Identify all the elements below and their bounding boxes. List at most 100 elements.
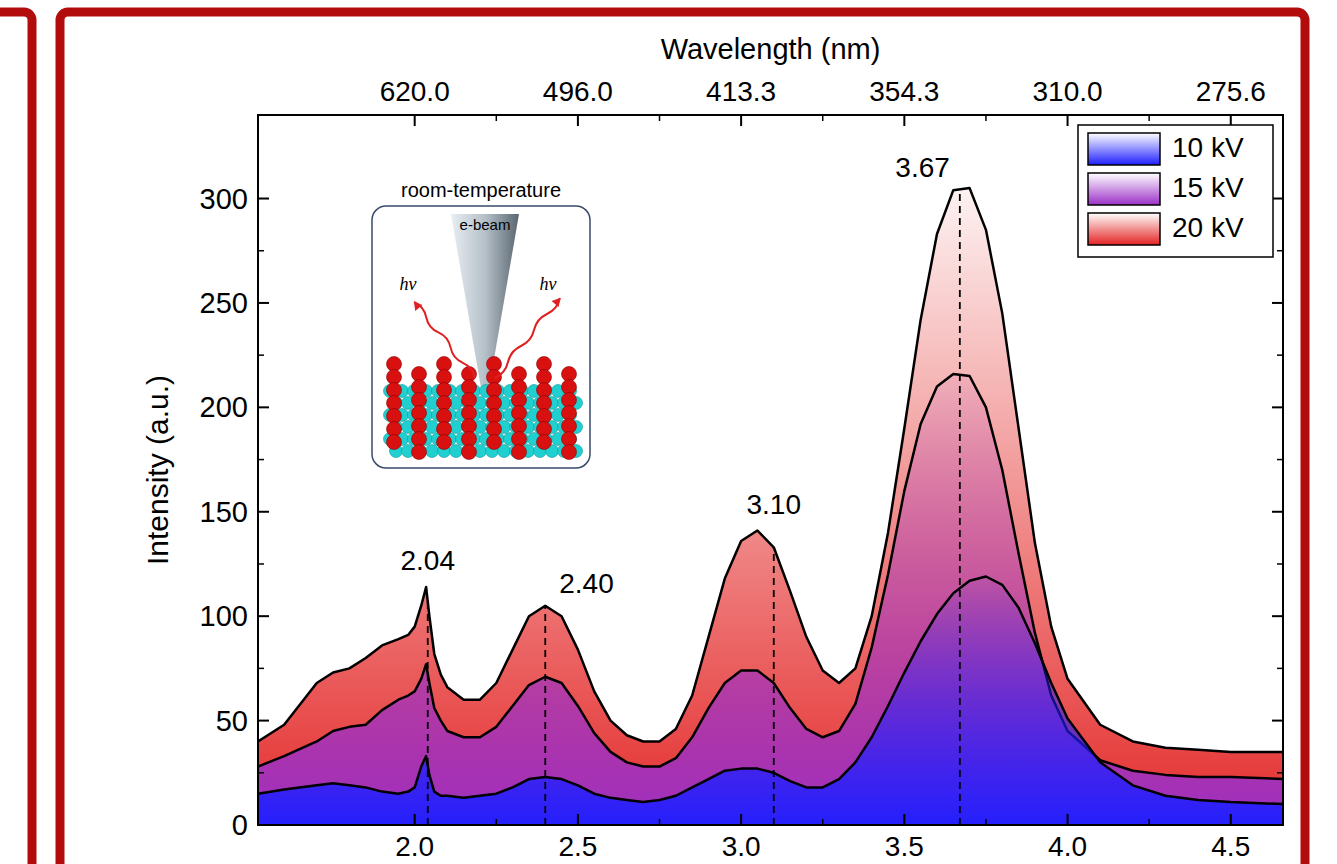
legend-box bbox=[1078, 125, 1273, 257]
y-tick-right bbox=[1272, 511, 1283, 513]
series-line bbox=[258, 374, 1283, 779]
lattice-atom bbox=[387, 435, 402, 450]
peak-line bbox=[427, 602, 429, 825]
y-tick bbox=[258, 302, 269, 304]
y-minor-tick bbox=[258, 668, 264, 670]
y-minor-tick-right bbox=[1277, 459, 1283, 461]
y-minor-tick-right bbox=[1277, 250, 1283, 252]
y-minor-tick-right bbox=[1277, 668, 1283, 670]
x-tick bbox=[414, 814, 416, 825]
lattice-atom bbox=[426, 445, 439, 458]
inset: room-temperaturee-beamhvhv bbox=[372, 179, 590, 468]
y-minor-tick bbox=[258, 354, 264, 356]
y-tick-label: 100 bbox=[200, 600, 248, 632]
y-tick bbox=[258, 198, 269, 200]
y-minor-tick-right bbox=[1277, 563, 1283, 565]
annotation-labels: 2.04 2.40 3.10 3.67 bbox=[400, 152, 949, 599]
lattice-atom bbox=[412, 445, 427, 460]
photon-label: hv bbox=[400, 274, 417, 294]
y-tick-right bbox=[1272, 406, 1283, 408]
y-minor-tick-right bbox=[1277, 354, 1283, 356]
x2-minor-tick bbox=[1148, 115, 1150, 121]
x2-tick bbox=[1067, 115, 1069, 126]
legend-label: 15 kV bbox=[1172, 172, 1244, 203]
y-tick-right bbox=[1272, 615, 1283, 617]
y-minor-tick bbox=[258, 250, 264, 252]
photon-arrow bbox=[414, 302, 475, 378]
y-tick-label: 200 bbox=[200, 391, 248, 423]
x-minor-tick bbox=[1148, 819, 1150, 825]
inset-box bbox=[372, 206, 590, 468]
legend-swatch bbox=[1088, 173, 1160, 205]
plot-frame bbox=[258, 115, 1283, 825]
x-tick-label: 3.5 bbox=[885, 831, 924, 862]
peak-line bbox=[544, 606, 546, 825]
lattice-atom bbox=[437, 435, 452, 450]
peak-label: 3.67 bbox=[895, 152, 950, 183]
series-line bbox=[258, 577, 1283, 805]
y-tick-right bbox=[1272, 720, 1283, 722]
x2-tick bbox=[903, 115, 905, 126]
x2-minor-tick bbox=[985, 115, 987, 121]
y-minor-tick bbox=[258, 772, 264, 774]
x-minor-tick bbox=[822, 819, 824, 825]
x2-tick bbox=[740, 115, 742, 126]
y-tick-label: 50 bbox=[216, 705, 248, 737]
photon-arrow bbox=[495, 298, 560, 378]
x-tick bbox=[740, 814, 742, 825]
y-tick bbox=[258, 615, 269, 617]
x2-tick-label: 413.3 bbox=[706, 76, 776, 107]
legend: 10 kV15 kV20 kV bbox=[1078, 125, 1273, 257]
peak-label: 2.40 bbox=[559, 568, 614, 599]
x-tick-label: 3.0 bbox=[722, 831, 761, 862]
axes: 2.02.53.03.54.04.5620.0496.0413.3354.331… bbox=[141, 33, 1283, 862]
legend-label: 10 kV bbox=[1172, 132, 1244, 163]
chart-root: 2.042.403.103.672.02.53.03.54.04.5620.04… bbox=[0, 0, 1337, 864]
lattice-atom bbox=[462, 445, 477, 460]
y-tick-right bbox=[1272, 302, 1283, 304]
x-tick-label: 4.5 bbox=[1211, 831, 1250, 862]
y-minor-tick bbox=[258, 459, 264, 461]
x2-tick-label: 496.0 bbox=[543, 76, 613, 107]
y-tick-label: 250 bbox=[200, 287, 248, 319]
y-tick-right bbox=[1272, 824, 1283, 826]
x2-tick-label: 310.0 bbox=[1033, 76, 1103, 107]
peak-label: 2.04 bbox=[400, 545, 455, 576]
y-tick-label: 150 bbox=[200, 496, 248, 528]
photon-arrowhead bbox=[552, 298, 560, 307]
x2-minor-tick bbox=[822, 115, 824, 121]
data-layer bbox=[258, 188, 1283, 825]
legend-swatch bbox=[1088, 213, 1160, 245]
x-tick bbox=[903, 814, 905, 825]
y-tick bbox=[258, 511, 269, 513]
photon-arrowhead bbox=[414, 302, 422, 311]
inset-title: room-temperature bbox=[401, 179, 561, 201]
x-tick-label: 4.0 bbox=[1048, 831, 1087, 862]
x2-tick bbox=[577, 115, 579, 126]
panel-frame bbox=[0, 12, 32, 864]
x-tick bbox=[577, 814, 579, 825]
x-tick bbox=[1067, 814, 1069, 825]
y-minor-tick bbox=[258, 563, 264, 565]
photon-label: hv bbox=[540, 274, 557, 294]
x-tick-label: 2.0 bbox=[395, 831, 434, 862]
area-fill bbox=[258, 577, 1283, 826]
lattice-atom bbox=[562, 445, 577, 460]
x-minor-tick bbox=[985, 819, 987, 825]
peak-label: 3.10 bbox=[747, 489, 802, 520]
y-tick-label: 300 bbox=[200, 183, 248, 215]
x-tick bbox=[1230, 814, 1232, 825]
y-tick bbox=[258, 824, 269, 826]
x-minor-tick bbox=[496, 819, 498, 825]
peak-line bbox=[773, 547, 775, 825]
x2-tick bbox=[414, 115, 416, 126]
y-tick bbox=[258, 406, 269, 408]
legend-swatch bbox=[1088, 133, 1160, 165]
series-line bbox=[258, 188, 1283, 752]
lattice-atom bbox=[450, 445, 463, 458]
x2-axis-title: Wavelength (nm) bbox=[661, 33, 881, 65]
x2-tick-label: 275.6 bbox=[1196, 76, 1266, 107]
x2-tick-label: 620.0 bbox=[380, 76, 450, 107]
peak-line bbox=[959, 189, 961, 825]
lattice-atom bbox=[487, 435, 502, 450]
